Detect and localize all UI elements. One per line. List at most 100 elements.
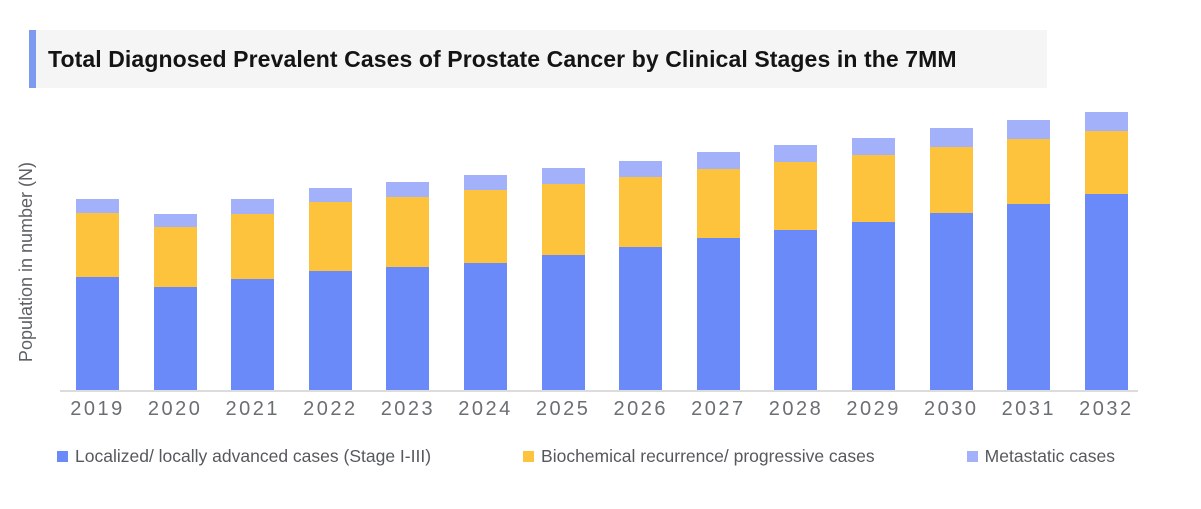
bar-2029[interactable]: [852, 112, 896, 390]
x-tick-2019: 2019: [70, 398, 122, 421]
bar-segment[interactable]: [541, 255, 585, 390]
bar-segment[interactable]: [386, 267, 430, 390]
x-axis-labels: 2019 2020 2021 2022 2023 2024 2025 2026 2027 2028…: [70, 398, 1131, 421]
title-block: Total Diagnosed Prevalent Cases of Prost…: [29, 30, 1047, 88]
x-tick-label: 2026: [613, 398, 669, 420]
bar-segment[interactable]: [1007, 120, 1051, 139]
bar-segment[interactable]: [852, 138, 896, 155]
x-tick-2023: 2023: [381, 398, 433, 421]
x-tick-label: 2024: [458, 398, 513, 420]
title-background: Total Diagnosed Prevalent Cases of Prost…: [36, 30, 1047, 88]
bar-segment[interactable]: [386, 182, 430, 197]
x-tick-2024: 2024: [458, 398, 510, 421]
legend-swatch-localized-icon: [57, 451, 68, 462]
bar-2031[interactable]: [1007, 112, 1051, 390]
bar-segment[interactable]: [76, 277, 119, 390]
bar-2020[interactable]: [153, 112, 197, 390]
bar-segment[interactable]: [464, 190, 508, 263]
x-tick-label: 2019: [70, 398, 125, 420]
bar-segment[interactable]: [1007, 139, 1051, 204]
bar-segment[interactable]: [696, 152, 740, 169]
bars: [76, 112, 1128, 390]
bar-2024[interactable]: [464, 112, 508, 390]
bar-segment[interactable]: [308, 271, 352, 390]
x-tick-2026: 2026: [614, 398, 666, 421]
bar-segment[interactable]: [308, 202, 352, 271]
legend-item-biochemical[interactable]: Biochemical recurrence/ progressive case…: [523, 446, 875, 467]
bar-2023[interactable]: [386, 112, 430, 390]
x-tick-label: 2020: [147, 398, 203, 420]
x-tick-label: 2025: [535, 398, 591, 420]
bar-segment[interactable]: [619, 177, 663, 247]
bar-segment[interactable]: [1084, 131, 1128, 194]
legend-label-biochemical: Biochemical recurrence/ progressive case…: [541, 446, 875, 466]
bar-segment[interactable]: [1007, 204, 1051, 390]
legend-swatch-metastatic-icon: [966, 451, 978, 462]
bar-segment[interactable]: [308, 188, 352, 202]
x-tick-2027: 2027: [691, 398, 743, 421]
x-tick-2025: 2025: [536, 398, 588, 421]
x-tick-2028: 2028: [769, 398, 821, 421]
bar-2028[interactable]: [774, 112, 818, 390]
bar-segment[interactable]: [619, 161, 663, 177]
x-tick-2032: 2032: [1079, 398, 1131, 421]
x-tick-label: 2028: [768, 398, 824, 420]
bar-2022[interactable]: [308, 112, 352, 390]
bar-segment[interactable]: [464, 175, 508, 190]
legend-item-localized[interactable]: Localized/ locally advanced cases (Stage…: [57, 446, 431, 467]
x-axis-line: [60, 390, 1138, 392]
bar-segment[interactable]: [1084, 194, 1128, 390]
bar-2021[interactable]: [231, 112, 275, 390]
x-tick-label: 2027: [691, 398, 746, 420]
bar-segment[interactable]: [231, 214, 275, 279]
bar-2032[interactable]: [1084, 112, 1128, 390]
bar-segment[interactable]: [541, 184, 585, 255]
x-tick-label: 2032: [1079, 398, 1134, 420]
legend-label-metastatic: Metastatic cases: [984, 446, 1115, 466]
x-tick-2030: 2030: [924, 398, 976, 421]
x-tick-2020: 2020: [148, 398, 200, 421]
bar-segment[interactable]: [76, 213, 119, 277]
bar-segment[interactable]: [1084, 112, 1128, 131]
bar-2030[interactable]: [929, 112, 973, 390]
x-tick-label: 2031: [1001, 398, 1057, 420]
bar-segment[interactable]: [929, 128, 973, 147]
title-accent-bar: [29, 30, 36, 88]
x-tick-2031: 2031: [1002, 398, 1054, 421]
bar-segment[interactable]: [929, 147, 973, 213]
bar-segment[interactable]: [696, 169, 740, 238]
bar-segment[interactable]: [541, 168, 585, 184]
bar-2027[interactable]: [696, 112, 740, 390]
y-axis-label: Population in number (N): [16, 161, 36, 363]
bar-segment[interactable]: [852, 155, 896, 222]
x-tick-label: 2022: [303, 398, 358, 420]
bar-2026[interactable]: [619, 112, 663, 390]
bar-segment[interactable]: [153, 287, 197, 390]
bar-segment[interactable]: [153, 227, 197, 287]
legend-item-metastatic[interactable]: Metastatic cases: [966, 446, 1115, 467]
bar-segment[interactable]: [231, 279, 275, 390]
bar-segment[interactable]: [774, 162, 818, 230]
x-tick-2029: 2029: [846, 398, 898, 421]
legend: Localized/ locally advanced cases (Stage…: [57, 446, 1115, 467]
bar-segment[interactable]: [386, 197, 430, 267]
x-tick-label: 2023: [380, 398, 436, 420]
bar-segment[interactable]: [464, 263, 508, 390]
bar-2019[interactable]: [76, 112, 119, 390]
bar-segment[interactable]: [852, 222, 896, 390]
x-tick-label: 2030: [923, 398, 979, 420]
x-tick-label: 2029: [846, 398, 901, 420]
bar-segment[interactable]: [774, 145, 818, 162]
bar-segment[interactable]: [774, 230, 818, 390]
chart-title: Total Diagnosed Prevalent Cases of Prost…: [48, 45, 957, 72]
bar-segment[interactable]: [929, 213, 973, 390]
legend-label-localized: Localized/ locally advanced cases (Stage…: [75, 446, 432, 466]
bar-segment[interactable]: [153, 214, 197, 227]
bar-segment[interactable]: [231, 199, 275, 214]
bar-segment[interactable]: [696, 238, 740, 390]
legend-swatch-biochemical-icon: [523, 451, 535, 462]
bar-segment[interactable]: [619, 247, 663, 390]
bar-2025[interactable]: [541, 112, 585, 390]
bar-segment[interactable]: [76, 199, 119, 213]
